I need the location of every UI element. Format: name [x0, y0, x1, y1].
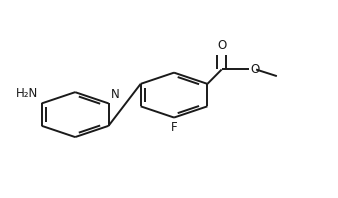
Text: H₂N: H₂N [16, 88, 39, 100]
Text: O: O [217, 39, 226, 52]
Text: O: O [250, 63, 260, 76]
Text: F: F [171, 121, 177, 134]
Text: N: N [111, 88, 120, 101]
